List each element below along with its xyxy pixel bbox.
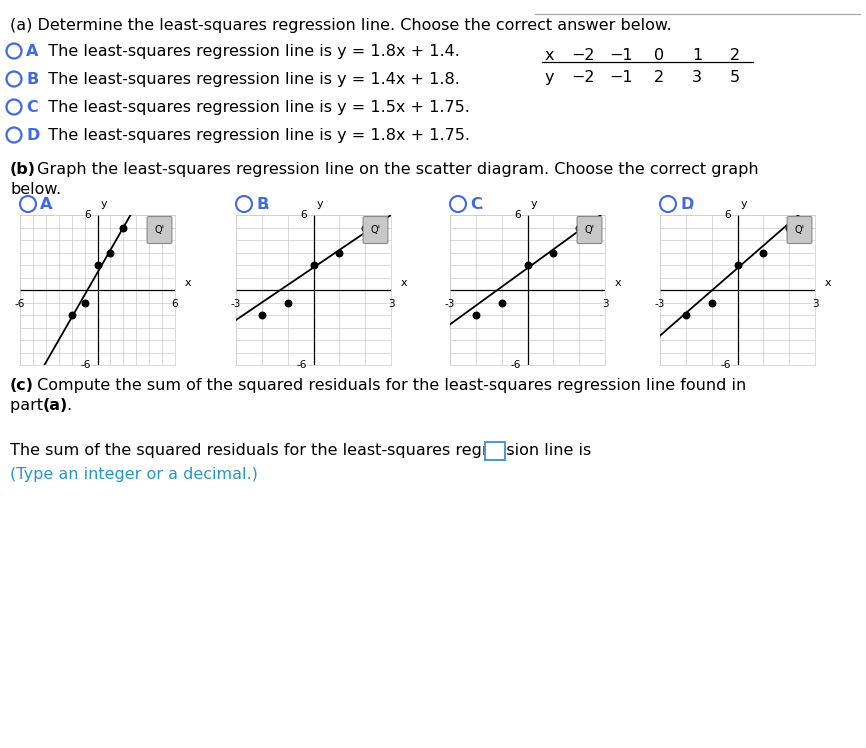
Text: x: x: [184, 278, 191, 288]
Text: Compute the sum of the squared residuals for the least-squares regression line f: Compute the sum of the squared residuals…: [32, 378, 746, 393]
Point: [572, 221, 586, 233]
Text: y: y: [317, 199, 323, 209]
Text: The least-squares regression line is y = 1.4x + 1.8.: The least-squares regression line is y =…: [38, 72, 460, 87]
Text: B: B: [26, 72, 38, 87]
Text: (Type an integer or a decimal.): (Type an integer or a decimal.): [10, 467, 258, 482]
Point: [65, 309, 79, 321]
Text: -3: -3: [231, 299, 242, 309]
Text: y: y: [531, 199, 537, 209]
Text: below.: below.: [10, 182, 61, 197]
Point: [104, 247, 118, 259]
Text: -6: -6: [511, 360, 521, 370]
Text: D: D: [680, 197, 694, 212]
FancyBboxPatch shape: [147, 216, 171, 244]
Text: .: .: [48, 197, 53, 212]
Text: Q': Q': [371, 225, 380, 235]
Point: [782, 221, 796, 233]
Text: -6: -6: [297, 360, 307, 370]
Text: .: .: [264, 197, 269, 212]
Text: B: B: [256, 197, 268, 212]
Text: x: x: [545, 48, 554, 63]
Point: [281, 296, 294, 308]
Text: 3: 3: [692, 70, 702, 85]
FancyBboxPatch shape: [577, 216, 602, 244]
Text: .: .: [478, 197, 483, 212]
Text: 6: 6: [514, 210, 521, 220]
Point: [705, 296, 719, 308]
Text: (c): (c): [10, 378, 34, 393]
Point: [333, 247, 346, 259]
Text: 6: 6: [85, 210, 91, 220]
Text: Q': Q': [585, 225, 595, 235]
Text: 0: 0: [654, 48, 664, 63]
Text: x: x: [400, 278, 407, 288]
Text: x: x: [824, 278, 830, 288]
Point: [546, 247, 560, 259]
Text: -3: -3: [445, 299, 456, 309]
Point: [494, 296, 508, 308]
Text: (a): (a): [43, 398, 68, 413]
Text: 6: 6: [171, 299, 178, 309]
Text: 3: 3: [602, 299, 608, 309]
Text: y: y: [740, 199, 747, 209]
Text: −1: −1: [609, 70, 633, 85]
FancyBboxPatch shape: [363, 216, 388, 244]
Text: −2: −2: [572, 70, 595, 85]
Text: -3: -3: [655, 299, 665, 309]
Point: [520, 259, 534, 271]
Text: The least-squares regression line is y = 1.5x + 1.75.: The least-squares regression line is y =…: [38, 99, 470, 114]
Text: −2: −2: [572, 48, 595, 63]
Text: y: y: [100, 199, 107, 209]
Text: C: C: [26, 99, 38, 114]
FancyBboxPatch shape: [485, 442, 505, 460]
Text: Q': Q': [154, 225, 165, 235]
Text: −1: −1: [609, 48, 633, 63]
Point: [116, 221, 130, 233]
Text: 6: 6: [301, 210, 307, 220]
Text: 2: 2: [730, 48, 740, 63]
Point: [469, 309, 482, 321]
Text: The least-squares regression line is y = 1.8x + 1.4.: The least-squares regression line is y =…: [38, 43, 460, 58]
Text: x: x: [614, 278, 621, 288]
Text: y: y: [545, 70, 554, 85]
Text: A: A: [26, 43, 38, 58]
Point: [756, 247, 770, 259]
Text: The sum of the squared residuals for the least-squares regression line is: The sum of the squared residuals for the…: [10, 443, 591, 458]
Text: C: C: [470, 197, 481, 212]
Point: [307, 259, 320, 271]
Point: [731, 259, 745, 271]
Text: The least-squares regression line is y = 1.8x + 1.75.: The least-squares regression line is y =…: [38, 127, 470, 143]
Text: 2: 2: [654, 70, 664, 85]
Text: A: A: [40, 197, 52, 212]
Text: (b): (b): [10, 162, 36, 177]
FancyBboxPatch shape: [787, 216, 812, 244]
Text: 3: 3: [811, 299, 818, 309]
Text: part: part: [10, 398, 48, 413]
Text: .: .: [688, 197, 693, 212]
Text: -6: -6: [721, 360, 731, 370]
Point: [359, 221, 372, 233]
Text: -6: -6: [15, 299, 25, 309]
Text: 6: 6: [725, 210, 731, 220]
Text: Q': Q': [794, 225, 805, 235]
Point: [78, 296, 92, 308]
Text: 1: 1: [692, 48, 702, 63]
Text: -6: -6: [81, 360, 91, 370]
Text: D: D: [26, 127, 39, 143]
Point: [255, 309, 268, 321]
Text: (a) Determine the least-squares regression line. Choose the correct answer below: (a) Determine the least-squares regressi…: [10, 18, 672, 33]
Point: [679, 309, 693, 321]
Point: [91, 259, 105, 271]
Text: .: .: [507, 443, 512, 458]
Text: .: .: [66, 398, 71, 413]
Text: Graph the least-squares regression line on the scatter diagram. Choose the corre: Graph the least-squares regression line …: [32, 162, 759, 177]
Text: 5: 5: [730, 70, 740, 85]
Text: 3: 3: [388, 299, 394, 309]
